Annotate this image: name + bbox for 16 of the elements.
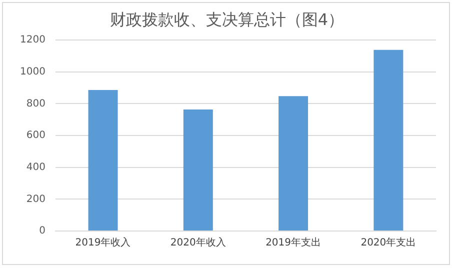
y-tick-label: 1200 [20, 34, 46, 46]
bar [88, 90, 118, 230]
y-tick-label: 200 [26, 194, 46, 205]
y-tick-label: 0 [39, 226, 46, 237]
y-tick-label: 800 [26, 98, 46, 110]
y-tick-label: 400 [26, 162, 46, 173]
chart-title: 财政拨款收、支决算总计（图4） [108, 10, 346, 31]
x-tick-label: 2020年收入 [170, 236, 226, 249]
y-tick-label: 1000 [20, 66, 46, 78]
x-tick-label: 2019年支出 [266, 236, 322, 249]
y-tick-label: 600 [26, 130, 46, 142]
bar [278, 96, 308, 230]
bar [374, 50, 404, 230]
x-tick-label: 2019年收入 [75, 236, 131, 249]
bar [183, 110, 213, 230]
x-tick-label: 2020年支出 [360, 236, 416, 249]
